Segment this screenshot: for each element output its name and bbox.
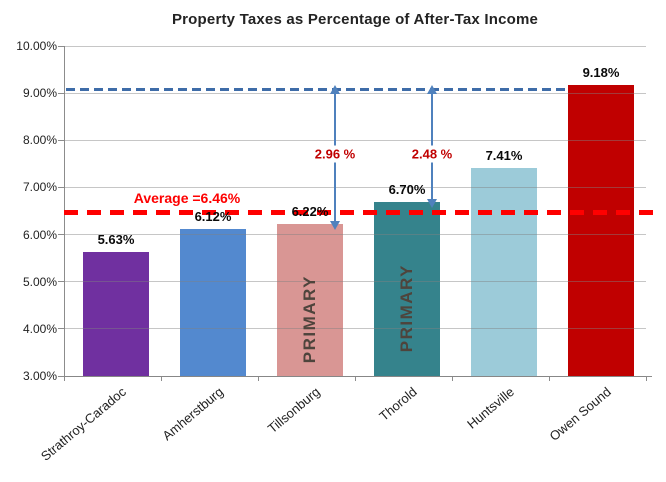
- bar-value-label: 5.63%: [97, 232, 135, 247]
- bar: [374, 201, 440, 376]
- average-dashed-line: [64, 210, 658, 216]
- y-axis-tick: [58, 186, 64, 188]
- difference-arrow-label: 2.96 %: [310, 145, 360, 163]
- bar-value-label: 9.18%: [582, 64, 620, 80]
- gridline: [64, 375, 646, 377]
- primary-label: PRIMARY: [397, 263, 416, 352]
- bar-value-label: 6.70%: [388, 181, 426, 197]
- y-axis-tick: [58, 375, 64, 377]
- bar-value-label: 7.41%: [485, 148, 523, 164]
- y-axis-tick: [58, 281, 64, 283]
- x-axis-category-label: Tillsonburg: [264, 384, 323, 437]
- y-axis-label: 6.00%: [22, 227, 57, 242]
- reference-dashed-line: [66, 88, 565, 92]
- bar: [180, 228, 246, 376]
- difference-arrow-label: 2.48 %: [407, 145, 457, 163]
- y-axis-label: 5.00%: [22, 274, 57, 289]
- bar-value-label: 6.12%: [194, 208, 232, 224]
- bar: [83, 252, 149, 376]
- primary-label: PRIMARY: [300, 274, 319, 364]
- gridline: [64, 234, 646, 236]
- x-axis-category-label: Huntsville: [463, 384, 517, 432]
- x-axis-tick: [258, 377, 259, 381]
- y-axis-tick: [58, 234, 64, 236]
- bar-overlay-text: PRIMARY: [277, 224, 343, 376]
- gridline: [64, 139, 646, 141]
- bar-value-label: 6.22%: [291, 204, 329, 220]
- bar: [568, 84, 634, 376]
- y-axis-label: 9.00%: [22, 86, 57, 101]
- y-axis-label: 7.00%: [22, 180, 57, 195]
- gridline: [64, 92, 646, 94]
- x-axis-tick: [549, 377, 550, 381]
- gridline: [64, 186, 646, 188]
- x-axis-tick: [355, 377, 356, 381]
- x-axis-tick: [646, 377, 647, 381]
- gridline: [64, 328, 646, 330]
- y-axis-tick: [58, 139, 64, 141]
- x-axis-tick: [452, 377, 453, 381]
- y-axis-tick: [58, 92, 64, 94]
- bar: [277, 224, 343, 376]
- y-axis-label: 10.00%: [16, 39, 57, 53]
- y-axis-label: 3.00%: [22, 369, 57, 383]
- x-axis-category-label: Amherstburg: [158, 384, 226, 444]
- x-axis-tick: [161, 377, 162, 381]
- gridline: [64, 281, 646, 283]
- x-axis-tick: [64, 377, 65, 381]
- bar-overlay-text: PRIMARY: [374, 202, 440, 376]
- x-axis-category-label: Thorold: [376, 384, 420, 424]
- chart-title: Property Taxes as Percentage of After-Ta…: [171, 11, 539, 28]
- average-line-label: Average =6.46%: [133, 190, 241, 206]
- y-axis-label: 4.00%: [22, 321, 57, 336]
- bar: [471, 168, 537, 376]
- gridline: [64, 45, 646, 47]
- x-axis-category-label: Owen Sound: [546, 384, 614, 444]
- x-axis-line: [64, 376, 652, 377]
- y-axis-tick: [58, 45, 64, 47]
- y-axis-label: 8.00%: [22, 133, 57, 148]
- x-axis-category-label: Strathroy-Caradoc: [37, 384, 129, 464]
- y-axis-tick: [58, 328, 64, 330]
